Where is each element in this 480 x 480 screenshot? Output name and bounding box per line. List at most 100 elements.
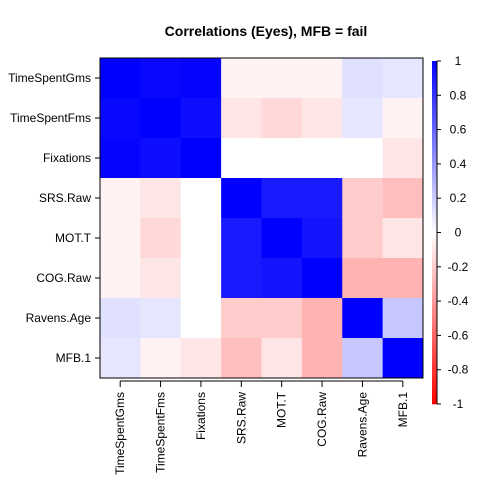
- heatmap-cell: [261, 98, 303, 139]
- heatmap-cell: [140, 138, 182, 179]
- colorbar-segment: [432, 345, 437, 348]
- colorbar-segment: [432, 278, 437, 281]
- colorbar: 1 0.8 0.6 0.4 0.2 0 -0.2 -0.4 -0.6 -0.8 -1: [432, 54, 469, 411]
- heatmap-cell: [342, 58, 384, 99]
- colorbar-segment: [432, 246, 437, 249]
- colorbar-segment: [432, 139, 437, 142]
- colorbar-segment: [432, 321, 437, 324]
- colorbar-segment: [432, 283, 437, 286]
- colorbar-segment: [432, 280, 437, 283]
- colorbar-segment: [432, 354, 437, 357]
- column-label: SRS.Raw: [234, 392, 248, 444]
- plot-frame: [99, 57, 424, 379]
- colorbar-segment: [432, 340, 437, 343]
- colorbar-segment: [432, 78, 437, 81]
- colorbar-segment: [432, 196, 437, 199]
- colorbar-segment: [432, 367, 437, 371]
- colorbar-segment: [432, 153, 437, 156]
- heatmap-cell: [261, 178, 303, 219]
- heatmap-cell: [342, 138, 384, 179]
- colorbar-segment: [432, 316, 437, 319]
- colorbar-segment: [432, 169, 437, 172]
- column-label: TimeSpentGms: [113, 392, 127, 475]
- colorbar-segment: [432, 124, 437, 127]
- colorbar-segment: [432, 193, 437, 196]
- colorbar-segment: [432, 170, 437, 173]
- colorbar-segment: [432, 325, 437, 328]
- colorbar-segment: [432, 326, 437, 329]
- colorbar-segment: [432, 115, 437, 118]
- colorbar-segment: [432, 150, 437, 153]
- colorbar-segment: [432, 223, 437, 226]
- colorbar-segment: [432, 287, 437, 290]
- colorbar-segment: [432, 62, 437, 65]
- colorbar-segment: [432, 191, 437, 194]
- colorbar-segment: [432, 83, 437, 86]
- heatmap-cell: [342, 298, 384, 339]
- colorbar-segment: [432, 311, 437, 314]
- heatmap-cell: [180, 218, 222, 259]
- colorbar-segment: [432, 304, 437, 307]
- column-label: MFB.1: [396, 392, 410, 428]
- colorbar-segment: [432, 235, 437, 238]
- colorbar-segment: [432, 275, 437, 278]
- heatmap-cell: [140, 98, 182, 139]
- colorbar-segment: [432, 141, 437, 144]
- colorbar-segment: [432, 270, 437, 273]
- heatmap-cell: [180, 138, 222, 179]
- heatmap-cell: [342, 258, 384, 299]
- heatmap-cell: [342, 178, 384, 219]
- colorbar-segment: [432, 97, 437, 100]
- colorbar-segment: [432, 379, 437, 383]
- colorbar-segment: [432, 251, 437, 254]
- heatmap-cell: [221, 138, 262, 179]
- colorbar-segment: [432, 294, 437, 297]
- colorbar-segment: [432, 114, 437, 117]
- colorbar-segment: [432, 66, 437, 69]
- colorbar-segment: [432, 98, 437, 101]
- colorbar-segment: [432, 301, 437, 304]
- heatmap-cell: [221, 178, 262, 219]
- colorbar-segment: [432, 110, 437, 113]
- colorbar-segment: [432, 314, 437, 317]
- colorbar-segment: [432, 121, 437, 124]
- colorbar-segment: [432, 131, 437, 134]
- colorbar-segment: [432, 74, 437, 77]
- colorbar-segment: [432, 242, 437, 245]
- colorbar-segment: [432, 175, 437, 178]
- heatmap-cell: [382, 338, 424, 379]
- colorbar-segment: [432, 239, 437, 242]
- heatmap-cell: [301, 258, 343, 299]
- colorbar-segment: [432, 177, 437, 180]
- heatmap-cell: [221, 58, 262, 99]
- colorbar-segment: [432, 373, 437, 376]
- colorbar-segment: [432, 388, 437, 391]
- colorbar-segment: [432, 249, 437, 252]
- heatmap-cell: [342, 98, 384, 139]
- colorbar-segment: [432, 364, 437, 367]
- heatmap-cell: [261, 298, 303, 339]
- colorbar-tick-label: -1: [453, 397, 464, 411]
- heatmap-cell: [301, 58, 343, 99]
- colorbar-segment: [432, 73, 437, 76]
- heatmap-cell: [261, 258, 303, 299]
- heatmap-cell: [180, 58, 222, 99]
- colorbar-segment: [432, 247, 437, 250]
- colorbar-tick-label: 0: [455, 226, 462, 240]
- colorbar-segment: [432, 338, 437, 341]
- heatmap-cell: [221, 218, 262, 259]
- heatmap-cell: [140, 58, 182, 99]
- colorbar-segment: [432, 335, 437, 338]
- colorbar-segment: [432, 172, 437, 175]
- colorbar-segment: [432, 199, 437, 202]
- colorbar-tick-label: 1: [455, 54, 462, 68]
- colorbar-segment: [432, 271, 437, 274]
- colorbar-tick-label: -0.6: [448, 328, 469, 342]
- heatmap-cell: [261, 338, 303, 379]
- heatmap-cell: [301, 178, 343, 219]
- colorbar-tick-label: 0.6: [450, 123, 467, 137]
- row-label: TimeSpentGms: [8, 71, 91, 85]
- colorbar-segment: [432, 299, 437, 302]
- colorbar-segment: [432, 273, 437, 276]
- colorbar-segment: [432, 371, 437, 374]
